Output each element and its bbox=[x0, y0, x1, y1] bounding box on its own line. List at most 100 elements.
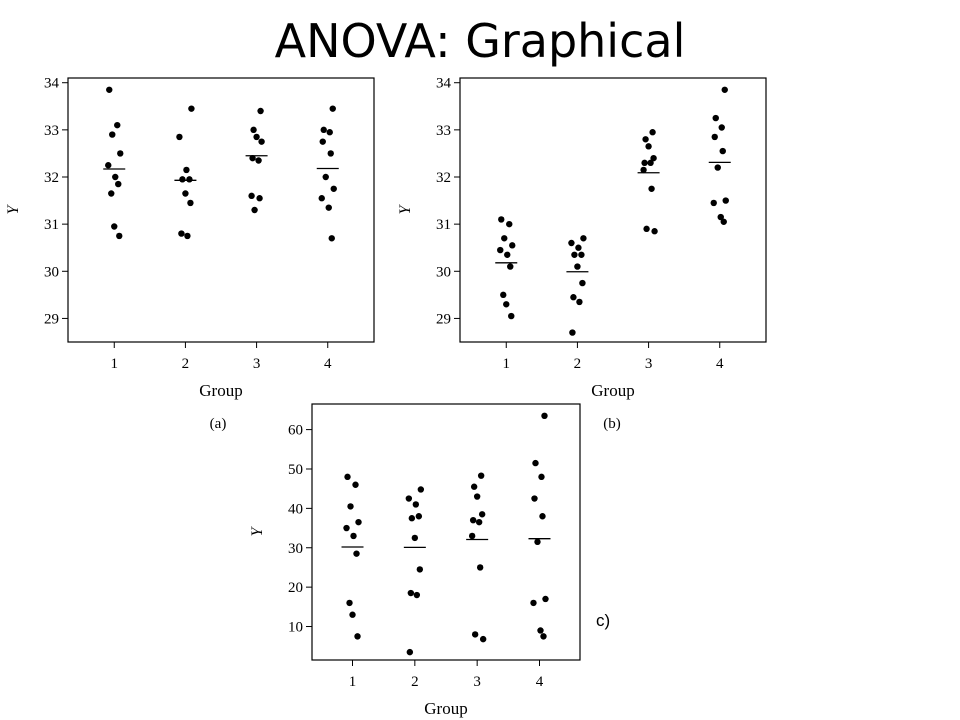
data-point bbox=[477, 472, 485, 479]
y-tick-label: 29 bbox=[436, 311, 451, 327]
y-tick-label: 34 bbox=[436, 76, 452, 92]
data-point bbox=[187, 199, 194, 207]
data-point bbox=[501, 235, 508, 242]
data-point bbox=[540, 633, 547, 640]
x-tick-label: 4 bbox=[716, 356, 724, 372]
data-point bbox=[112, 173, 119, 181]
x-tick-label: 3 bbox=[645, 356, 653, 372]
data-point bbox=[111, 223, 118, 230]
data-point bbox=[711, 133, 718, 141]
data-point bbox=[476, 564, 484, 571]
data-point bbox=[468, 532, 476, 540]
data-point bbox=[319, 138, 326, 145]
data-point bbox=[188, 105, 195, 112]
data-point bbox=[534, 538, 541, 546]
panel-caption: c) bbox=[596, 611, 610, 630]
data-point bbox=[105, 162, 112, 169]
data-point bbox=[327, 150, 334, 157]
data-point bbox=[475, 518, 483, 526]
data-point bbox=[318, 195, 325, 202]
data-point bbox=[257, 107, 264, 115]
data-point bbox=[649, 129, 656, 136]
data-point bbox=[344, 473, 351, 481]
data-point bbox=[473, 493, 481, 500]
data-point bbox=[248, 192, 255, 200]
data-point bbox=[114, 121, 121, 129]
data-point bbox=[531, 495, 538, 502]
data-point bbox=[479, 635, 487, 643]
data-point bbox=[720, 218, 727, 225]
x-tick-label: 2 bbox=[574, 356, 582, 372]
data-point bbox=[721, 86, 728, 93]
data-point bbox=[580, 235, 587, 242]
data-point bbox=[343, 524, 350, 532]
data-point bbox=[255, 157, 262, 164]
data-point bbox=[469, 516, 477, 524]
data-point bbox=[651, 228, 658, 235]
data-point bbox=[116, 232, 123, 240]
data-point bbox=[719, 147, 726, 155]
data-point bbox=[647, 159, 654, 167]
panel-caption: (a) bbox=[210, 416, 227, 432]
data-point bbox=[568, 239, 575, 247]
data-point bbox=[722, 197, 729, 204]
data-point bbox=[320, 126, 327, 134]
y-tick-label: 32 bbox=[436, 170, 451, 186]
data-point bbox=[354, 633, 361, 640]
data-point bbox=[509, 242, 516, 249]
data-point bbox=[541, 412, 548, 420]
y-tick-label: 60 bbox=[288, 423, 303, 439]
data-point bbox=[478, 511, 486, 518]
plot-frame bbox=[459, 77, 767, 343]
data-point bbox=[250, 126, 257, 134]
data-point bbox=[408, 515, 416, 522]
data-point bbox=[184, 232, 191, 240]
data-point bbox=[643, 225, 650, 233]
y-tick-label: 30 bbox=[436, 264, 451, 280]
data-point bbox=[352, 481, 359, 488]
data-point bbox=[117, 150, 124, 157]
data-point bbox=[530, 599, 537, 607]
y-axis-title: Y bbox=[5, 203, 22, 214]
data-point bbox=[498, 216, 505, 223]
data-point bbox=[538, 473, 545, 481]
x-tick-label: 1 bbox=[349, 674, 357, 690]
data-point bbox=[258, 138, 265, 145]
y-tick-label: 31 bbox=[44, 217, 59, 233]
data-point bbox=[415, 513, 423, 520]
y-tick-label: 29 bbox=[44, 311, 59, 327]
data-point bbox=[714, 164, 721, 171]
data-point bbox=[253, 133, 260, 141]
data-point bbox=[182, 190, 189, 197]
data-point bbox=[712, 114, 719, 122]
data-point bbox=[328, 235, 335, 242]
data-point bbox=[109, 131, 116, 138]
data-point bbox=[470, 483, 478, 490]
data-point bbox=[717, 213, 724, 221]
data-point bbox=[640, 166, 647, 174]
data-point bbox=[256, 195, 263, 202]
data-point bbox=[326, 129, 333, 136]
data-point bbox=[355, 518, 362, 526]
data-point bbox=[574, 263, 581, 270]
plot-frame bbox=[67, 77, 375, 343]
data-point bbox=[251, 206, 258, 214]
data-point bbox=[575, 244, 582, 251]
x-axis-title: Group bbox=[424, 699, 467, 718]
data-point bbox=[178, 230, 185, 237]
y-tick-label: 32 bbox=[44, 170, 59, 186]
y-axis-title: Y bbox=[397, 203, 414, 214]
data-point bbox=[576, 298, 583, 306]
plot-frame bbox=[311, 403, 581, 661]
x-tick-label: 2 bbox=[182, 356, 190, 372]
data-point bbox=[539, 513, 546, 520]
data-point bbox=[578, 251, 585, 258]
data-point bbox=[322, 173, 329, 181]
data-point bbox=[650, 154, 657, 162]
data-point bbox=[405, 495, 413, 502]
data-point bbox=[176, 133, 183, 141]
y-tick-label: 34 bbox=[44, 76, 60, 92]
panel-caption: (b) bbox=[603, 416, 621, 432]
data-point bbox=[642, 136, 649, 143]
